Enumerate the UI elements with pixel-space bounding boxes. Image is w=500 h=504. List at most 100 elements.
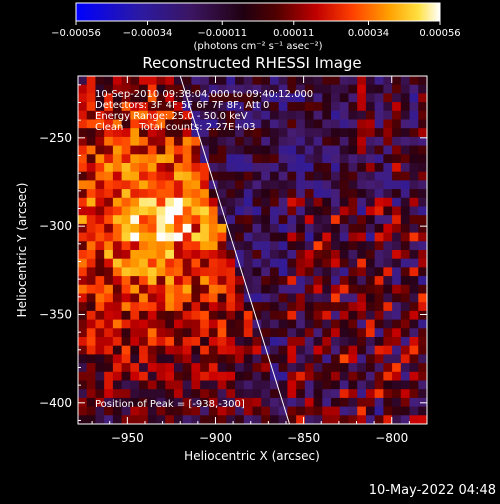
heatmap-cell	[104, 293, 114, 303]
heatmap-cell	[383, 206, 393, 216]
heatmap-cell	[173, 328, 184, 338]
heatmap-cell	[252, 171, 262, 181]
heatmap-cell	[156, 319, 166, 329]
heatmap-cell	[365, 136, 376, 147]
heatmap-cell	[200, 328, 210, 338]
heatmap-cell	[200, 371, 210, 382]
heatmap-cell	[313, 415, 323, 424]
y-tick-label: −300	[39, 219, 72, 233]
heatmap-cell	[200, 241, 210, 251]
heatmap-cell	[243, 232, 254, 242]
heatmap-cell	[95, 310, 105, 321]
heatmap-cell	[200, 93, 210, 103]
heatmap-cell	[208, 293, 219, 303]
heatmap-cell	[357, 371, 367, 382]
heatmap-cell	[296, 363, 306, 373]
heatmap-cell	[331, 302, 341, 312]
heatmap-cell	[139, 380, 149, 390]
heatmap-cell	[322, 119, 332, 129]
heatmap-cell	[112, 145, 123, 155]
heatmap-cell	[147, 415, 158, 424]
heatmap-cell	[173, 310, 184, 321]
heatmap-cell	[95, 241, 105, 251]
heatmap-cell	[400, 345, 411, 355]
heatmap-cell	[130, 128, 140, 138]
heatmap-cell	[235, 345, 245, 355]
heatmap-cell	[348, 93, 358, 103]
heatmap-cell	[383, 250, 393, 260]
heatmap-cell	[348, 197, 358, 208]
heatmap-cell	[104, 102, 114, 112]
heatmap-cell	[365, 163, 376, 173]
heatmap-cell	[374, 284, 384, 295]
heatmap-cell	[165, 241, 175, 251]
heatmap-cell	[78, 328, 88, 338]
heatmap-cell	[374, 354, 384, 364]
heatmap-cell	[78, 223, 88, 234]
heatmap-cell	[261, 128, 271, 138]
heatmap-cell	[400, 119, 411, 129]
heatmap-cell	[418, 171, 427, 181]
heatmap-cell	[383, 145, 393, 155]
heatmap-cell	[130, 84, 140, 94]
heatmap-cell	[156, 250, 166, 260]
heatmap-cell	[235, 180, 245, 190]
heatmap-cell	[226, 215, 236, 225]
heatmap-cell	[261, 136, 271, 147]
heatmap-cell	[331, 206, 341, 216]
heatmap-cell	[383, 119, 393, 129]
heatmap-cell	[86, 363, 97, 373]
heatmap-cell	[217, 93, 227, 103]
heatmap-cell	[252, 163, 262, 173]
heatmap-cell	[331, 328, 341, 338]
heatmap-cell	[313, 145, 323, 155]
heatmap-cell	[331, 136, 341, 147]
heatmap-cell	[261, 154, 271, 164]
heatmap-cell	[147, 371, 158, 382]
heatmap-cell	[278, 76, 288, 86]
heatmap-cell	[243, 293, 254, 303]
heatmap-cell	[296, 389, 306, 399]
heatmap-cell	[374, 189, 384, 199]
heatmap-cell	[409, 128, 419, 138]
heatmap-cell	[365, 258, 376, 268]
heatmap-cell	[296, 250, 306, 260]
heatmap-cell	[235, 258, 245, 268]
heatmap-cell	[95, 93, 105, 103]
heatmap-cell	[392, 136, 402, 147]
heatmap-cell	[418, 276, 427, 286]
heatmap-cell	[278, 354, 288, 364]
heatmap-cell	[156, 406, 166, 416]
heatmap-cell	[252, 206, 262, 216]
heatmap-cell	[78, 119, 88, 129]
colorbar-tick-label: 0.00011	[273, 28, 314, 39]
heatmap-cell	[348, 319, 358, 329]
heatmap-cell	[296, 406, 306, 416]
heatmap-cell	[200, 250, 210, 260]
heatmap-cell	[112, 337, 123, 347]
heatmap-cell	[418, 154, 427, 164]
heatmap-cell	[383, 189, 393, 199]
heatmap-cell	[252, 293, 262, 303]
heatmap-cell	[304, 163, 315, 173]
heatmap-cell	[182, 250, 193, 260]
heatmap-cell	[400, 163, 411, 173]
heatmap-cell	[200, 110, 210, 121]
heatmap-cell	[357, 319, 367, 329]
heatmap-cell	[392, 328, 402, 338]
heatmap-cell	[296, 110, 306, 121]
heatmap-cell	[78, 197, 88, 208]
heatmap-cell	[287, 154, 297, 164]
heatmap-cell	[278, 180, 288, 190]
heatmap-cell	[165, 223, 175, 234]
heatmap-cell	[86, 223, 97, 234]
heatmap-cell	[261, 232, 271, 242]
heatmap-cell	[287, 319, 297, 329]
heatmap-cell	[418, 197, 427, 208]
heatmap-cell	[112, 267, 123, 277]
heatmap-cell	[86, 232, 97, 242]
heatmap-cell	[243, 171, 254, 181]
heatmap-cell	[147, 241, 158, 251]
heatmap-cell	[322, 76, 332, 86]
heatmap-cell	[200, 189, 210, 199]
